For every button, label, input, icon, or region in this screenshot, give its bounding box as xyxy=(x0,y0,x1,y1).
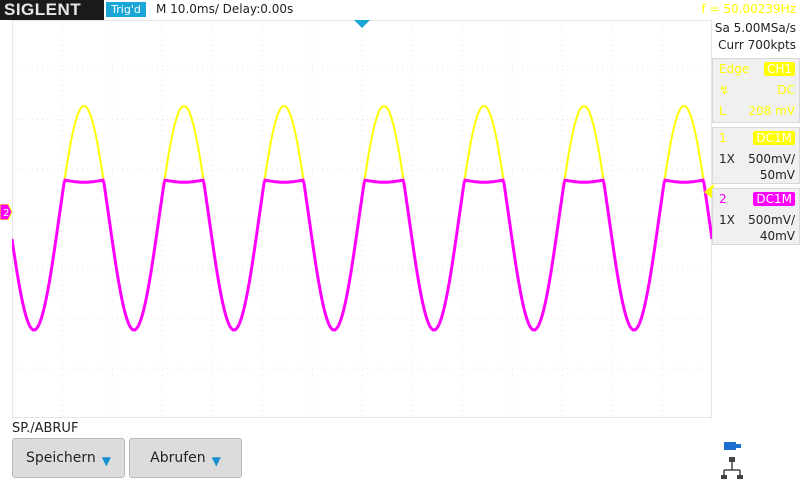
trigger-coupling: DC xyxy=(777,83,795,97)
ch2-probe: 1X xyxy=(719,213,735,227)
svg-text:2: 2 xyxy=(3,208,9,219)
info-panel: Sa 5.00MSa/s Curr 700kpts Edge CH1 ↯ DC … xyxy=(712,20,800,430)
waveform-display[interactable] xyxy=(12,20,712,418)
trigger-source-badge: CH1 xyxy=(763,62,795,76)
recall-button[interactable]: Abrufen ▼ xyxy=(129,438,242,478)
sample-rate: Sa 5.00MSa/s xyxy=(714,21,796,35)
network-icon xyxy=(721,442,743,479)
save-button-label: Speichern xyxy=(25,450,96,466)
grid xyxy=(12,20,712,418)
rising-edge-icon: ↯ xyxy=(719,83,730,97)
brand-logo: SIGLENT xyxy=(0,0,104,20)
ch1-offset: 50mV xyxy=(759,168,795,182)
ch1-trace xyxy=(12,104,712,332)
recall-button-label: Abrufen xyxy=(150,450,206,466)
ch1-probe: 1X xyxy=(719,152,735,166)
status-bar: SIGLENT Trig'd M 10.0ms/ Delay:0.00s f =… xyxy=(0,0,800,20)
ch1-number: 1 xyxy=(719,131,727,145)
ch2-trace xyxy=(12,178,712,332)
ch2-number: 2 xyxy=(719,192,727,206)
frequency-readout: f = 50.00239Hz xyxy=(701,2,797,16)
ch1-coupling-badge: DC1M xyxy=(753,131,795,145)
trigger-level-value: 208 mV xyxy=(748,104,795,118)
trigger-status-badge: Trig'd xyxy=(106,2,146,17)
memory-depth: Curr 700kpts xyxy=(718,38,796,52)
ch2-panel[interactable]: 2 DC1M 1X 500mV/ 40mV xyxy=(712,188,800,245)
ch1-panel[interactable]: 1 DC1M 1X 500mV/ 50mV xyxy=(712,127,800,184)
ch1-scale: 500mV/ xyxy=(748,152,795,166)
ch2-offset: 40mV xyxy=(759,229,795,243)
trigger-position-marker[interactable] xyxy=(354,20,370,28)
menu-title: SP./ABRUF xyxy=(12,421,79,436)
trigger-panel[interactable]: Edge CH1 ↯ DC L 208 mV xyxy=(712,58,800,123)
save-button[interactable]: Speichern ▼ xyxy=(12,438,125,478)
trigger-level-marker[interactable] xyxy=(704,184,714,200)
ch2-scale: 500mV/ xyxy=(748,213,795,227)
trigger-mode-label: Edge xyxy=(719,62,750,76)
chevron-down-icon: ▼ xyxy=(211,454,221,468)
trigger-level-label: L xyxy=(719,104,726,118)
ch2-coupling-badge: DC1M xyxy=(753,192,795,206)
timebase-readout: M 10.0ms/ Delay:0.00s xyxy=(156,2,294,16)
ch2-offset-marker[interactable]: 2 xyxy=(0,204,12,220)
chevron-down-icon: ▼ xyxy=(101,454,112,468)
